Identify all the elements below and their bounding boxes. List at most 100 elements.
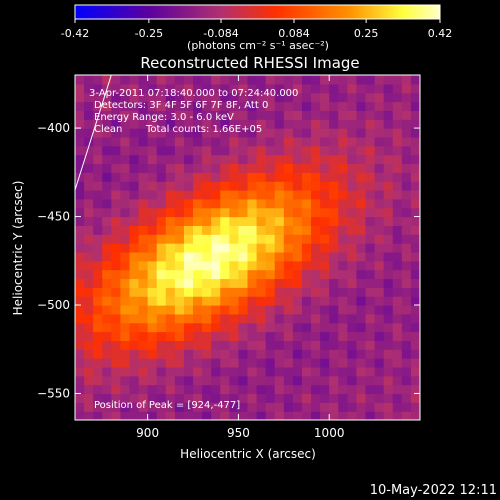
heatmap-cell bbox=[401, 207, 412, 218]
heatmap-cell bbox=[274, 269, 285, 280]
heatmap-cell bbox=[111, 136, 121, 147]
heatmap-cell bbox=[93, 331, 103, 341]
y-tick-label: −400 bbox=[37, 121, 70, 135]
heatmap-cell bbox=[247, 234, 258, 244]
heatmap-cell bbox=[120, 305, 131, 315]
heatmap-cell bbox=[183, 278, 194, 288]
heatmap-cell bbox=[211, 269, 221, 280]
heatmap-cell bbox=[410, 145, 420, 156]
heatmap-cell bbox=[156, 331, 167, 341]
heatmap-cell bbox=[93, 269, 103, 280]
heatmap-cell bbox=[383, 313, 394, 324]
heatmap-cell bbox=[93, 172, 103, 182]
heatmap-cell bbox=[238, 393, 249, 403]
heatmap-cell bbox=[256, 119, 267, 129]
heatmap-cell bbox=[265, 225, 276, 235]
heatmap-cell bbox=[111, 384, 121, 395]
heatmap-cell bbox=[265, 83, 276, 94]
heatmap-cell bbox=[329, 163, 339, 173]
heatmap-cell bbox=[410, 393, 420, 403]
heatmap-cell bbox=[238, 358, 249, 368]
heatmap-cell bbox=[338, 287, 348, 297]
heatmap-cell bbox=[301, 313, 312, 324]
heatmap-cell bbox=[229, 207, 240, 218]
heatmap-cell bbox=[283, 331, 294, 341]
heatmap-cell bbox=[120, 402, 131, 412]
detectors-annotation: Detectors: 3F 4F 5F 6F 7F 8F, Att 0 bbox=[94, 100, 268, 111]
heatmap-cell bbox=[301, 83, 312, 94]
heatmap-cell bbox=[129, 216, 140, 226]
heatmap-cell bbox=[392, 145, 403, 156]
heatmap-cell bbox=[401, 384, 412, 395]
heatmap-cell bbox=[356, 287, 367, 297]
heatmap-cell bbox=[410, 172, 420, 182]
heatmap-cell bbox=[392, 136, 403, 147]
heatmap-cell bbox=[111, 101, 121, 111]
heatmap-cell bbox=[129, 110, 140, 120]
heatmap-cell bbox=[311, 136, 321, 147]
heatmap-cell bbox=[247, 172, 258, 182]
heatmap-cell bbox=[75, 110, 85, 120]
y-tick-label: −500 bbox=[37, 298, 70, 312]
heatmap-cell bbox=[356, 75, 367, 85]
heatmap-cell bbox=[383, 305, 394, 315]
heatmap-cell bbox=[202, 110, 212, 120]
heatmap-cell bbox=[383, 322, 394, 333]
heatmap-cell bbox=[247, 393, 258, 403]
heatmap-cell bbox=[256, 207, 267, 218]
heatmap-cell bbox=[265, 75, 276, 85]
heatmap-cell bbox=[392, 384, 403, 395]
heatmap-cell bbox=[102, 207, 112, 218]
heatmap-cell bbox=[75, 305, 85, 315]
heatmap-cell bbox=[410, 216, 420, 226]
heatmap-cell bbox=[301, 366, 312, 377]
heatmap-cell bbox=[102, 322, 112, 333]
heatmap-cell bbox=[311, 190, 321, 200]
heatmap-cell bbox=[274, 216, 285, 226]
heatmap-cell bbox=[120, 251, 131, 262]
heatmap-cell bbox=[220, 411, 230, 420]
heatmap-cell bbox=[374, 172, 385, 182]
heatmap-cell bbox=[147, 207, 158, 218]
heatmap-cell bbox=[211, 375, 221, 386]
heatmap-cell bbox=[392, 128, 403, 138]
heatmap-cell bbox=[374, 358, 385, 368]
heatmap-cell bbox=[265, 349, 276, 359]
heatmap-cell bbox=[156, 207, 167, 218]
heatmap-cell bbox=[392, 234, 403, 244]
heatmap-cell bbox=[75, 287, 85, 297]
heatmap-cell bbox=[211, 260, 221, 271]
heatmap-cell bbox=[165, 119, 176, 129]
heatmap-cell bbox=[320, 384, 330, 395]
heatmap-cell bbox=[156, 278, 167, 288]
heatmap-cell bbox=[202, 172, 212, 182]
heatmap-cell bbox=[274, 322, 285, 333]
heatmap-cell bbox=[292, 322, 303, 333]
heatmap-cell bbox=[347, 278, 358, 288]
heatmap-cell bbox=[283, 207, 294, 218]
heatmap-cell bbox=[320, 349, 330, 359]
heatmap-cell bbox=[256, 296, 267, 306]
heatmap-cell bbox=[329, 393, 339, 403]
heatmap-cell bbox=[111, 411, 121, 420]
heatmap-cell bbox=[120, 154, 131, 165]
heatmap-cell bbox=[383, 216, 394, 226]
heatmap-cell bbox=[329, 154, 339, 165]
heatmap-cell bbox=[120, 92, 131, 103]
heatmap-cell bbox=[75, 402, 85, 412]
heatmap-cell bbox=[256, 225, 267, 235]
heatmap-cell bbox=[374, 225, 385, 235]
heatmap-cell bbox=[147, 349, 158, 359]
heatmap-cell bbox=[374, 128, 385, 138]
heatmap-cell bbox=[156, 83, 167, 94]
heatmap-cell bbox=[75, 190, 85, 200]
heatmap-cell bbox=[84, 234, 94, 244]
heatmap-cell bbox=[174, 287, 185, 297]
heatmap-cell bbox=[156, 225, 167, 235]
heatmap-cell bbox=[165, 402, 176, 412]
heatmap-cell bbox=[283, 101, 294, 111]
heatmap-cell bbox=[365, 322, 376, 333]
heatmap-cell bbox=[138, 366, 149, 377]
heatmap-cell bbox=[156, 92, 167, 103]
heatmap-cell bbox=[401, 287, 412, 297]
